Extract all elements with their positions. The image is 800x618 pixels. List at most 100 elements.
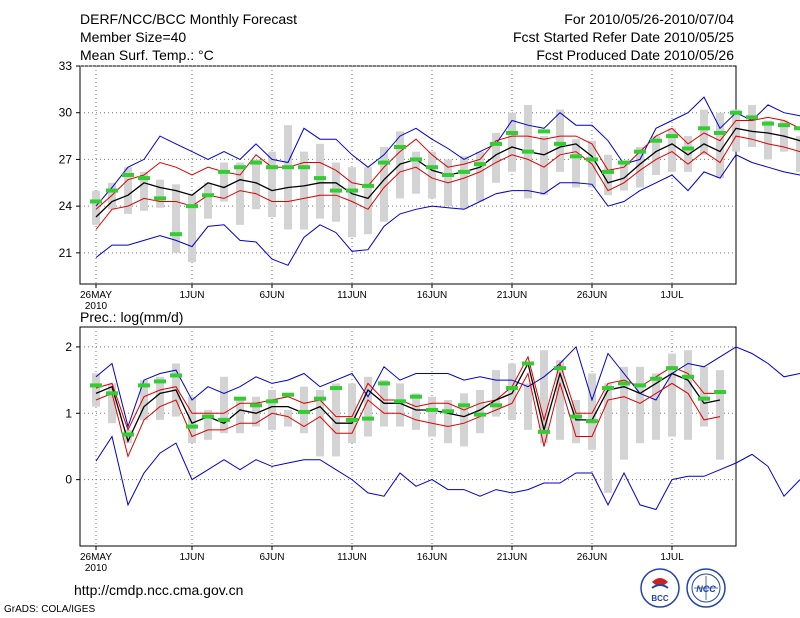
- spread-bar: [252, 396, 260, 427]
- forecast-marker: [122, 173, 134, 177]
- forecast-marker: [522, 149, 534, 154]
- forecast-marker: [554, 141, 566, 146]
- footer-url[interactable]: http://cmdp.ncc.cma.gov.cn: [74, 582, 244, 598]
- forecast-marker: [586, 419, 598, 424]
- y-tick-label: 21: [59, 246, 73, 260]
- spread-bar: [716, 370, 724, 460]
- spread-bar: [444, 400, 452, 444]
- forecast-marker: [410, 394, 422, 399]
- spread-bar: [156, 376, 164, 420]
- spread-bar: [92, 373, 100, 407]
- x-tick-label: 26JUN: [577, 290, 608, 301]
- spread-bar: [284, 125, 292, 230]
- forecast-marker: [762, 121, 774, 126]
- forecast-marker: [474, 412, 486, 417]
- spread-bar: [156, 179, 164, 208]
- spread-bar: [636, 366, 644, 444]
- y-tick-label: 1: [65, 406, 72, 420]
- x-tick-label: 11JUN: [337, 290, 367, 301]
- spread-bar: [300, 151, 308, 230]
- x-year-label: 2010: [85, 301, 108, 312]
- spread-bar: [204, 409, 212, 440]
- spread-bar: [636, 146, 644, 188]
- spread-bar: [220, 376, 228, 434]
- x-tick-label: 21JUN: [497, 290, 528, 301]
- forecast-marker: [138, 383, 150, 388]
- forecast-marker: [122, 432, 134, 437]
- series-upper-line: [95, 355, 720, 432]
- spread-bar: [108, 383, 116, 424]
- series-mean-line: [95, 361, 721, 443]
- x-tick-label: 1JUN: [179, 552, 204, 563]
- series-env_top-line: [95, 96, 800, 207]
- ncc-logo: NCC: [686, 568, 726, 608]
- series-min-line: [95, 435, 800, 511]
- forecast-marker: [618, 160, 630, 165]
- forecast-marker: [218, 169, 230, 174]
- spread-bar: [748, 104, 756, 147]
- x-tick-label: 26JUN: [577, 552, 608, 563]
- forecast-marker: [218, 417, 230, 422]
- spread-bar: [492, 132, 500, 183]
- spread-bar: [92, 190, 100, 225]
- spread-bar: [428, 151, 436, 199]
- spread-bar: [316, 390, 324, 457]
- spread-bar: [252, 159, 260, 210]
- forecast-marker: [314, 176, 326, 181]
- spread-bar: [124, 167, 132, 214]
- spread-bar: [508, 112, 516, 172]
- panel-temperature: 21 24 27 30 33 26MAY 1JUN 6JUN 11JUN 16JUN 21JUN 26…: [59, 59, 800, 312]
- y-tick-label: 24: [59, 199, 73, 213]
- y-tick-label: 2: [65, 340, 72, 354]
- chart-title: DERF/NCC/BCC Monthly Forecast: [80, 11, 298, 27]
- forecast-marker: [442, 173, 454, 177]
- spread-bar: [652, 136, 660, 175]
- produced-date: Fcst Produced Date 2010/05/26: [536, 47, 734, 63]
- forecast-marker: [682, 146, 694, 151]
- y-tick-label: 30: [59, 106, 73, 120]
- forecast-marker: [778, 123, 790, 128]
- forecast-marker: [282, 165, 294, 170]
- spread-bar: [364, 167, 372, 235]
- forecast-marker: [602, 169, 614, 174]
- series-mean-line: [95, 127, 800, 218]
- forecast-marker: [666, 366, 678, 371]
- forecast-marker: [298, 409, 310, 414]
- x-tick-label: 11JUN: [337, 552, 367, 563]
- x-tick-label: 16JUN: [417, 552, 448, 563]
- forecast-marker: [618, 381, 630, 386]
- forecast-marker: [154, 196, 166, 201]
- series-max-line: [95, 154, 800, 266]
- y-tick-label: 33: [59, 59, 73, 73]
- spread-bar: [236, 162, 244, 225]
- spread-bar: [556, 360, 564, 440]
- forecast-marker: [378, 381, 390, 386]
- ncc-logo-text: NCC: [696, 584, 716, 594]
- forecast-marker: [554, 366, 566, 371]
- spread-bar: [332, 383, 340, 457]
- forecast-marker: [234, 165, 246, 170]
- x-tick-label: 1JUN: [179, 290, 204, 301]
- forecast-marker: [330, 188, 342, 193]
- spread-bar: [684, 136, 692, 172]
- forecast-marker: [394, 144, 406, 149]
- spread-bar: [284, 409, 292, 427]
- forecast-marker: [362, 183, 374, 188]
- forecast-marker: [746, 115, 758, 120]
- forecast-marker: [234, 396, 246, 401]
- bcc-logo: BCC: [640, 568, 680, 608]
- forecast-marker: [202, 414, 214, 419]
- forecast-marker: [154, 379, 166, 384]
- forecast-marker: [362, 416, 374, 421]
- forecast-marker: [730, 110, 742, 115]
- forecast-marker: [250, 160, 262, 165]
- forecast-marker: [170, 373, 182, 378]
- forecast-marker: [426, 407, 438, 412]
- prec-label: Prec.: log(mm/d): [80, 309, 184, 325]
- x-tick-label: 6JUN: [259, 552, 284, 563]
- x-tick-label: 26MAY: [80, 290, 112, 301]
- series-lower-line: [95, 135, 800, 230]
- spread-bar: [732, 109, 740, 152]
- forecast-marker: [538, 129, 550, 134]
